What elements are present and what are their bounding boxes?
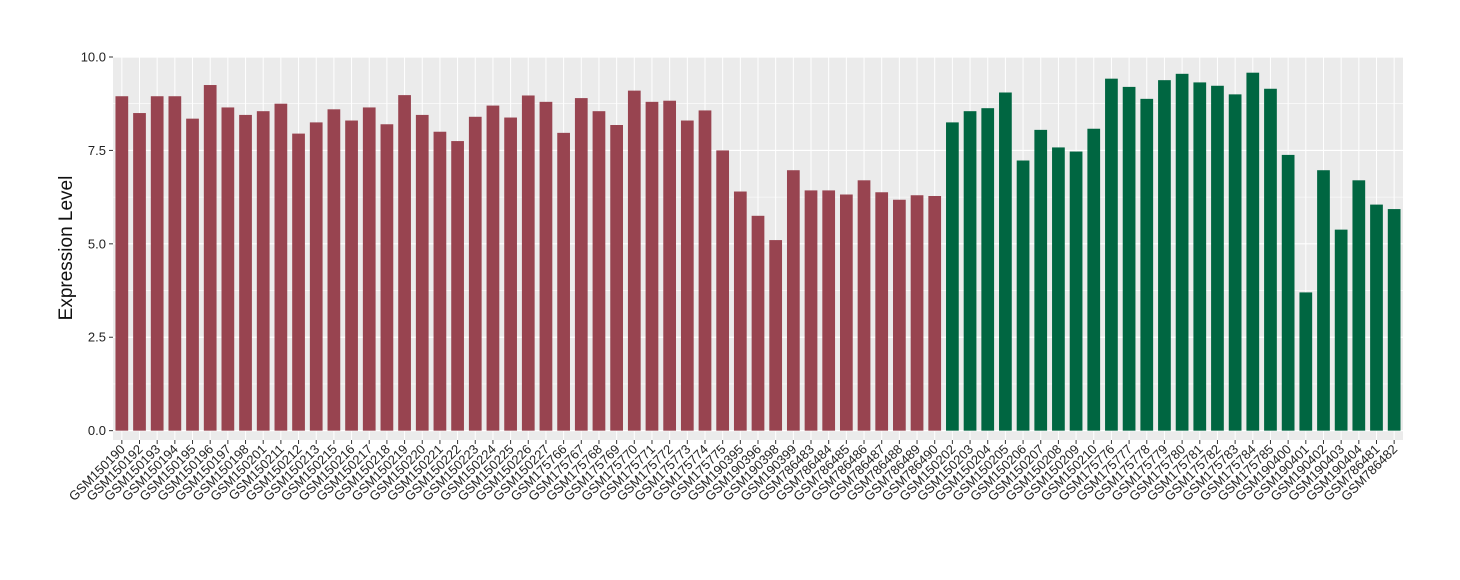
bar-GSM150209 — [1069, 151, 1083, 431]
bar-GSM150203 — [963, 111, 977, 431]
bar-GSM175776 — [1105, 78, 1118, 431]
bar-GSM786485 — [839, 194, 853, 431]
bar-GSM150192 — [133, 113, 146, 431]
bar-GSM786490 — [928, 196, 942, 431]
bar-GSM150211 — [274, 103, 288, 431]
bar-GSM175783 — [1228, 94, 1242, 431]
bar-GSM190400 — [1281, 154, 1295, 431]
bar-GSM190398 — [769, 240, 783, 431]
y-tick-label: 5.0 — [88, 236, 106, 251]
bar-GSM175771 — [645, 101, 659, 431]
bar-GSM150196 — [203, 85, 217, 431]
bar-GSM190401 — [1299, 292, 1313, 431]
bar-GSM150221 — [433, 131, 447, 431]
bar-GSM175768 — [592, 111, 606, 431]
bar-GSM175767 — [574, 98, 588, 431]
bar-GSM190402 — [1317, 170, 1330, 431]
bar-GSM150215 — [327, 109, 341, 431]
bar-GSM150218 — [380, 124, 394, 431]
bar-GSM190395 — [733, 191, 747, 431]
bar-GSM175770 — [627, 90, 641, 431]
bar-GSM175780 — [1175, 73, 1189, 431]
y-tick-label: 7.5 — [88, 143, 106, 158]
bar-GSM190404 — [1352, 180, 1366, 431]
bar-GSM175782 — [1211, 85, 1224, 431]
bar-GSM175766 — [557, 132, 570, 431]
bar-GSM190399 — [786, 170, 800, 431]
bar-GSM175785 — [1264, 88, 1277, 431]
x-axis: GSM150190GSM150192GSM150193GSM150194GSM1… — [66, 440, 1400, 504]
bars-group — [115, 72, 1401, 431]
bar-GSM150216 — [345, 120, 358, 431]
bar-GSM150198 — [239, 114, 252, 431]
bar-GSM150222 — [451, 141, 464, 431]
bar-GSM150217 — [362, 107, 376, 431]
bar-GSM150190 — [115, 96, 129, 431]
y-axis-title: Expression Level — [56, 176, 77, 321]
bar-GSM150202 — [946, 122, 959, 431]
bar-GSM150224 — [486, 105, 500, 431]
bar-GSM150195 — [186, 118, 199, 431]
bar-GSM150227 — [539, 101, 553, 431]
bar-GSM150201 — [256, 111, 270, 431]
bar-GSM175769 — [610, 125, 623, 431]
bar-GSM150225 — [504, 117, 517, 431]
bar-GSM190396 — [751, 215, 765, 431]
bar-GSM150207 — [1034, 129, 1048, 431]
bar-GSM786489 — [910, 195, 924, 431]
bar-GSM175775 — [716, 150, 730, 431]
bar-GSM150213 — [309, 122, 323, 431]
bar-GSM150197 — [221, 107, 235, 431]
bar-GSM786488 — [893, 199, 906, 431]
bar-GSM175773 — [680, 120, 694, 431]
bar-GSM150206 — [1016, 160, 1030, 431]
bar-GSM175772 — [663, 100, 677, 431]
bar-GSM150219 — [398, 95, 411, 431]
bar-GSM150208 — [1052, 147, 1065, 431]
bar-GSM150226 — [521, 95, 535, 431]
bar-GSM786481 — [1370, 204, 1383, 431]
y-tick-label: 2.5 — [88, 330, 106, 345]
bar-GSM150210 — [1087, 128, 1101, 431]
bar-GSM786482 — [1387, 209, 1401, 431]
y-axis: 0.0 2.5 5.0 7.5 10.0 — [81, 50, 113, 438]
bar-GSM150204 — [981, 108, 995, 431]
bar-GSM190403 — [1334, 229, 1348, 431]
bar-GSM175781 — [1193, 82, 1207, 431]
bar-GSM150205 — [999, 92, 1012, 431]
bar-GSM175779 — [1158, 80, 1171, 431]
y-tick-label: 10.0 — [81, 50, 106, 65]
bar-GSM150193 — [150, 96, 164, 431]
bar-GSM150194 — [168, 96, 182, 431]
bar-GSM786483 — [804, 190, 818, 431]
bar-GSM150223 — [468, 116, 482, 431]
bar-GSM786484 — [822, 190, 836, 431]
bar-GSM175774 — [698, 110, 712, 431]
bar-GSM786487 — [875, 192, 889, 431]
bar-GSM175777 — [1122, 86, 1136, 431]
bar-GSM175778 — [1140, 98, 1154, 431]
y-tick-label: 0.0 — [88, 423, 106, 438]
bar-GSM150220 — [415, 114, 429, 431]
bar-GSM175784 — [1246, 72, 1260, 431]
bar-GSM150212 — [292, 133, 305, 431]
bar-GSM786486 — [857, 180, 871, 431]
